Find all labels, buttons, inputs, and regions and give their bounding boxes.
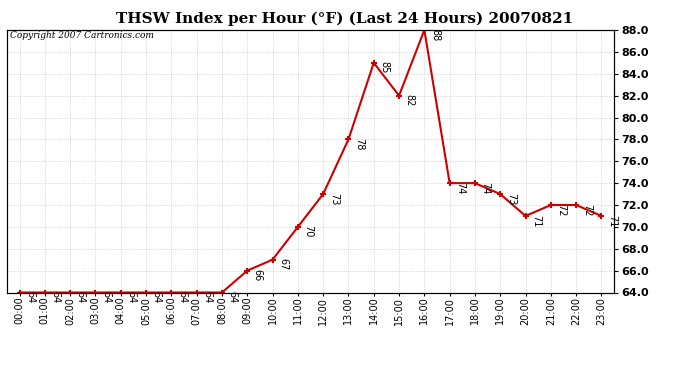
Text: 64: 64 [76,291,86,303]
Text: THSW Index per Hour (°F) (Last 24 Hours) 20070821: THSW Index per Hour (°F) (Last 24 Hours)… [117,11,573,26]
Text: 73: 73 [328,193,339,205]
Text: 73: 73 [506,193,516,205]
Text: 74: 74 [455,182,465,194]
Text: 72: 72 [556,204,566,216]
Text: 72: 72 [582,204,592,216]
Text: 64: 64 [152,291,161,303]
Text: 64: 64 [126,291,137,303]
Text: 67: 67 [278,258,288,271]
Text: 66: 66 [253,269,263,282]
Text: 71: 71 [607,214,617,227]
Text: 64: 64 [50,291,61,303]
Text: 78: 78 [354,138,364,150]
Text: 82: 82 [404,94,415,106]
Text: Copyright 2007 Cartronics.com: Copyright 2007 Cartronics.com [10,32,154,40]
Text: 64: 64 [202,291,213,303]
Text: 88: 88 [430,28,440,41]
Text: 74: 74 [480,182,491,194]
Text: 64: 64 [177,291,187,303]
Text: 85: 85 [380,62,389,74]
Text: 71: 71 [531,214,541,227]
Text: 64: 64 [101,291,111,303]
Text: 64: 64 [25,291,35,303]
Text: 64: 64 [228,291,237,303]
Text: 70: 70 [304,225,313,238]
